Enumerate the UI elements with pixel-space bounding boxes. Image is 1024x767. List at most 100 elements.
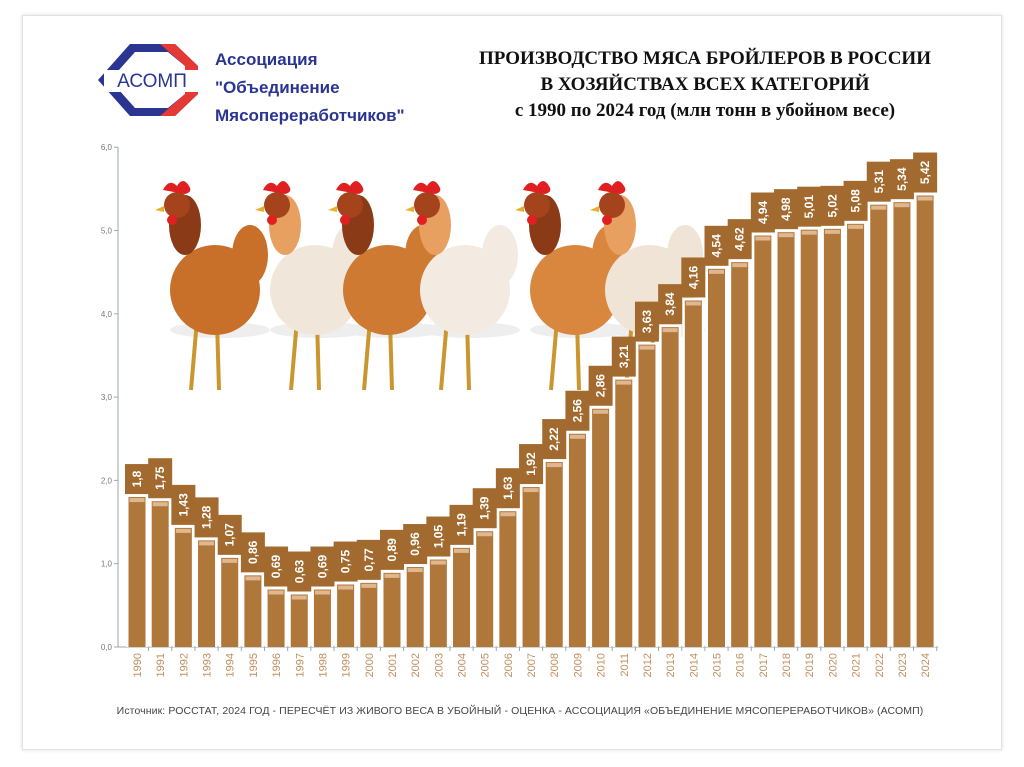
data-label: 0,69 <box>269 555 283 579</box>
data-label-box <box>264 546 289 587</box>
hen-beak <box>255 206 264 212</box>
data-label: 2,86 <box>594 374 608 398</box>
org-name: Ассоциация "Объединение Мясопереработчик… <box>215 46 405 130</box>
data-label-box <box>310 546 335 587</box>
hen-comb <box>263 181 291 194</box>
x-tick-label: 1995 <box>248 653 260 677</box>
x-tick-label: 2001 <box>387 653 399 677</box>
data-label: 0,89 <box>385 538 399 562</box>
data-label-box <box>379 529 404 570</box>
bar-highlight <box>222 558 238 563</box>
bar-highlight <box>801 230 817 235</box>
bar-highlight <box>500 512 516 517</box>
hen-comb <box>598 181 626 194</box>
bar-highlight <box>848 224 864 229</box>
data-label: 3,21 <box>617 345 631 369</box>
data-label: 4,98 <box>779 197 793 221</box>
title-line: ПРОИЗВОДСТВО МЯСА БРОЙЛЕРОВ В РОССИИ <box>478 48 931 69</box>
data-label: 1,75 <box>153 466 167 490</box>
hen-wattle <box>340 215 350 225</box>
x-tick-label: 1994 <box>225 653 237 677</box>
x-tick-label: 2015 <box>712 653 724 677</box>
data-label-box <box>519 444 544 485</box>
data-label: 4,62 <box>733 227 747 251</box>
data-label: 1,92 <box>524 452 538 476</box>
x-tick-label: 2007 <box>526 653 538 677</box>
x-tick-label: 1990 <box>132 653 144 677</box>
hen-wattle <box>267 215 277 225</box>
org-name-line: "Объединение <box>215 78 340 97</box>
hen-head <box>164 192 190 218</box>
hen-wattle <box>417 215 427 225</box>
hen-beak <box>155 206 164 212</box>
data-label: 1,19 <box>455 513 469 537</box>
bar <box>313 589 331 647</box>
data-label-box <box>194 497 219 538</box>
data-label: 0,69 <box>315 555 329 579</box>
bar <box>360 582 378 647</box>
data-label-box <box>588 365 613 406</box>
bar-highlight <box>454 548 470 553</box>
hen-head <box>414 192 440 218</box>
x-tick-label: 2012 <box>642 653 654 677</box>
bar-highlight <box>709 269 724 274</box>
bar-highlight <box>245 576 261 581</box>
hen-leg <box>189 319 199 391</box>
x-tick-label: 1993 <box>202 653 214 677</box>
bar <box>731 262 749 647</box>
data-label-box <box>125 464 149 495</box>
org-name-line: Мясопереработчиков" <box>215 106 405 125</box>
bar-highlight <box>639 345 655 350</box>
bar <box>406 567 424 647</box>
bar <box>499 511 517 647</box>
hen-head <box>599 192 625 218</box>
org-name-line: Ассоциация <box>215 50 318 69</box>
data-label-box <box>704 225 729 266</box>
bar <box>754 235 772 648</box>
hen-wattle <box>527 215 537 225</box>
hen-tail <box>232 225 268 285</box>
data-label-box <box>217 514 242 555</box>
data-label-box <box>634 301 659 342</box>
data-label: 0,86 <box>246 540 260 564</box>
bar <box>661 327 679 647</box>
data-label-box <box>658 284 683 325</box>
bar-highlight <box>546 463 562 468</box>
x-tick-label: 2023 <box>897 653 909 677</box>
bar <box>174 527 192 647</box>
bar-highlight <box>477 532 493 537</box>
bar <box>777 232 795 647</box>
hen-beak <box>328 206 337 212</box>
bar <box>476 531 494 647</box>
x-tick-label: 2004 <box>457 653 469 677</box>
logo: АСОМП <box>98 44 200 116</box>
data-label: 0,77 <box>362 548 376 572</box>
data-label-box <box>797 186 822 227</box>
data-label: 1,63 <box>501 476 515 500</box>
x-tick-label: 2010 <box>596 653 608 677</box>
data-label: 5,01 <box>802 195 816 219</box>
hen-wattle <box>167 215 177 225</box>
data-label-box <box>843 180 868 221</box>
bar-highlight <box>917 196 933 201</box>
x-tick-label: 2018 <box>781 653 793 677</box>
data-label-box <box>148 458 173 499</box>
bar-highlight <box>384 573 400 578</box>
bar-highlight <box>291 595 307 600</box>
data-label: 0,96 <box>408 532 422 556</box>
data-label: 1,07 <box>223 523 237 547</box>
hen-tail <box>482 225 518 285</box>
bar-highlight <box>407 568 423 573</box>
data-label: 5,34 <box>895 167 909 191</box>
x-tick-label: 1999 <box>341 653 353 677</box>
slide-frame <box>22 15 1002 750</box>
data-label: 5,08 <box>849 189 863 213</box>
y-tick-label: 0,0 <box>101 643 113 652</box>
bar-highlight <box>569 434 585 439</box>
data-label: 3,84 <box>663 292 677 316</box>
bar-highlight <box>685 301 701 306</box>
data-label: 3,63 <box>640 310 654 334</box>
bar-highlight <box>314 590 330 595</box>
x-tick-label: 2017 <box>758 653 770 677</box>
hen-beak <box>515 206 524 212</box>
